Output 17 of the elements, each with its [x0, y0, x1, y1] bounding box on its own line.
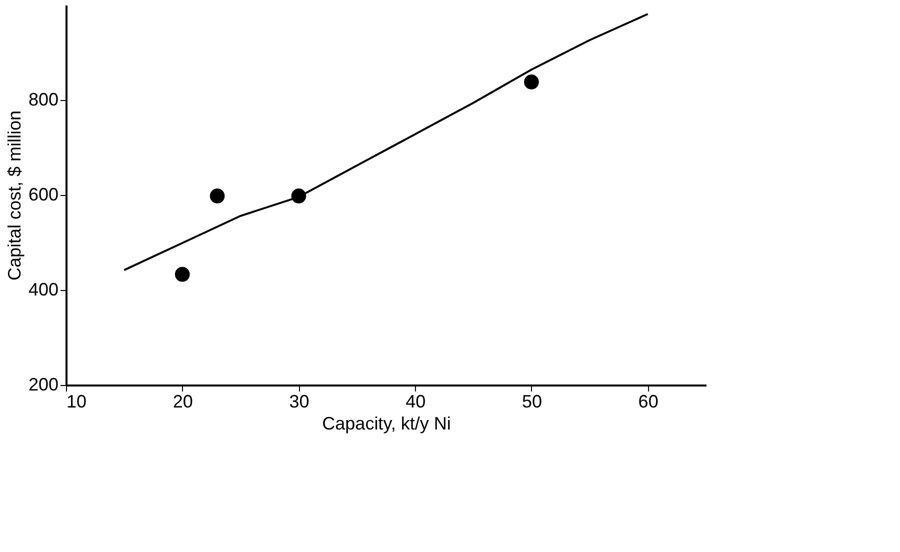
- point: [210, 188, 225, 204]
- point: [174, 266, 190, 282]
- point: [291, 188, 306, 204]
- x-axis-title: Capacity, kt/y Ni: [322, 414, 451, 434]
- x-tick-label: 40: [406, 392, 426, 412]
- y-axis-title: Capital cost, $ million: [4, 110, 24, 281]
- y-tick-label: 600: [28, 184, 58, 204]
- y-tick-label: 800: [28, 90, 58, 110]
- x-tick-label: 20: [172, 392, 193, 412]
- x-tick-label: 30: [289, 392, 310, 412]
- y-tick-label: 200: [28, 374, 58, 394]
- y-tick-label: 400: [28, 280, 58, 300]
- x-tick-label: 50: [522, 392, 542, 412]
- x-tick-label: 10: [66, 392, 87, 412]
- line-series: [123, 13, 649, 272]
- point: [524, 74, 539, 90]
- x-tick-label: 60: [638, 392, 658, 412]
